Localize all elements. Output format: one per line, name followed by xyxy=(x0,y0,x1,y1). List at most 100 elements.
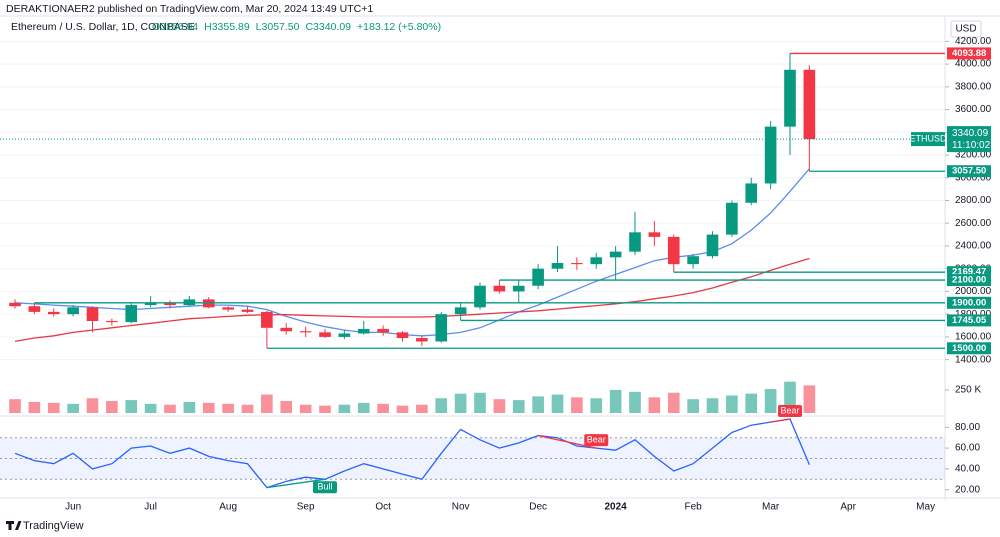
last-price-tag xyxy=(947,126,991,153)
volume-bar xyxy=(435,398,448,413)
candle-body xyxy=(590,257,603,265)
y-tick-label: 4000.00 xyxy=(955,59,992,70)
logo-mark xyxy=(6,521,22,530)
level-label: 1745.05 xyxy=(952,315,987,326)
volume-bar xyxy=(261,394,273,413)
volume-bar xyxy=(706,398,719,413)
level-label: 2100.00 xyxy=(952,275,986,286)
volume-bar xyxy=(280,401,293,413)
candle-body xyxy=(745,183,758,203)
volume-bar xyxy=(319,405,331,413)
level-tag xyxy=(947,274,991,287)
candle-body xyxy=(144,302,157,306)
volume-bar xyxy=(416,404,428,413)
candle-body xyxy=(357,328,370,334)
candle-body xyxy=(454,307,467,315)
volume-bar xyxy=(396,405,409,413)
candle-body xyxy=(261,311,273,328)
candle-body xyxy=(667,236,680,265)
volume-bar xyxy=(745,393,758,413)
y-tick-label: 2600.00 xyxy=(955,218,992,229)
symbol-tag xyxy=(911,132,945,147)
candle-body xyxy=(784,69,796,127)
candle-body xyxy=(493,285,506,292)
volume-bar xyxy=(803,385,816,413)
currency-box[interactable] xyxy=(950,20,982,38)
x-tick-label: Jul xyxy=(144,502,157,513)
countdown: 11:10:02 xyxy=(952,140,991,151)
x-tick-label: Jun xyxy=(65,502,81,513)
candle-body xyxy=(28,306,41,312)
volume-bar xyxy=(667,392,680,413)
volume-bar xyxy=(551,394,564,413)
candle-body xyxy=(280,327,293,332)
y-tick-label: 1600.00 xyxy=(955,332,992,343)
candle-body xyxy=(241,309,254,312)
candle-body xyxy=(571,263,583,265)
candle-body xyxy=(416,338,428,342)
volume-bar xyxy=(532,396,544,413)
candle-body xyxy=(9,302,21,307)
y-tick-label: 40.00 xyxy=(955,464,980,475)
volume-bar xyxy=(726,395,738,413)
candle-body xyxy=(338,333,351,337)
ohlc-value: L3057.50 xyxy=(256,21,300,33)
level-label: 1900.00 xyxy=(952,297,986,308)
volume-bar xyxy=(454,393,467,413)
y-tick-label: 1400.00 xyxy=(955,354,992,365)
x-tick-label: 2024 xyxy=(605,502,628,513)
brand-name: TradingView xyxy=(23,520,84,532)
volume-bar xyxy=(784,381,796,413)
divergence-label: Bear xyxy=(780,405,799,415)
level-tag xyxy=(947,165,991,178)
volume-bar xyxy=(338,404,351,413)
last-price: 3340.09 xyxy=(952,128,989,139)
ohlc-value: +183.12 (+5.80%) xyxy=(357,21,441,33)
ohlc-value: C3340.09 xyxy=(305,21,351,33)
volume-bar xyxy=(28,401,41,413)
y-tick-label: 60.00 xyxy=(955,443,980,454)
candle-body xyxy=(551,263,564,269)
y-tick-label: 3800.00 xyxy=(955,81,992,92)
ohlc-value: H3355.89 xyxy=(204,21,250,33)
candle-body xyxy=(47,311,60,315)
candle-body xyxy=(726,202,738,235)
symbol: ETHUSD xyxy=(909,133,947,143)
y-tick-label: 2800.00 xyxy=(955,195,992,206)
level-label: 4093.88 xyxy=(952,48,986,59)
volume-bar xyxy=(377,403,389,413)
x-tick-label: Dec xyxy=(529,502,547,513)
volume-bar xyxy=(764,389,777,413)
y-tick-label: 4200.00 xyxy=(955,36,992,47)
candle-body xyxy=(67,307,79,315)
candle-body xyxy=(474,285,486,308)
volume-bar xyxy=(299,404,312,413)
x-tick-label: Sep xyxy=(297,502,315,513)
y-tick-label: 3000.00 xyxy=(955,172,992,183)
level-label: 2169.47 xyxy=(952,267,986,278)
volume-bar xyxy=(222,403,234,413)
candle-body xyxy=(629,232,641,252)
level-label: 1500.00 xyxy=(952,343,986,354)
x-tick-label: Oct xyxy=(375,502,391,513)
ohlc-value: O3156.94 xyxy=(152,21,198,33)
volume-bar xyxy=(106,401,118,413)
candle-body xyxy=(125,305,138,323)
volume-bar xyxy=(609,389,622,413)
divergence-tag xyxy=(313,481,337,494)
volume-bar xyxy=(493,399,506,413)
candle-body xyxy=(512,285,525,292)
symbol-title: Ethereum / U.S. Dollar, 1D, COINBASE xyxy=(11,21,195,33)
volume-bar xyxy=(571,397,583,413)
volume-bar xyxy=(648,397,661,413)
x-tick-label: Aug xyxy=(219,502,237,513)
rsi-band xyxy=(0,437,945,480)
y-tick-label: 2400.00 xyxy=(955,241,992,252)
y-tick-label: 20.00 xyxy=(955,484,980,495)
volume-bar xyxy=(164,404,176,413)
candle-body xyxy=(319,332,331,337)
x-tick-label: Feb xyxy=(685,502,703,513)
level-label: 3057.50 xyxy=(952,166,986,177)
divergence-tag xyxy=(584,434,609,447)
candle-body xyxy=(396,332,409,339)
